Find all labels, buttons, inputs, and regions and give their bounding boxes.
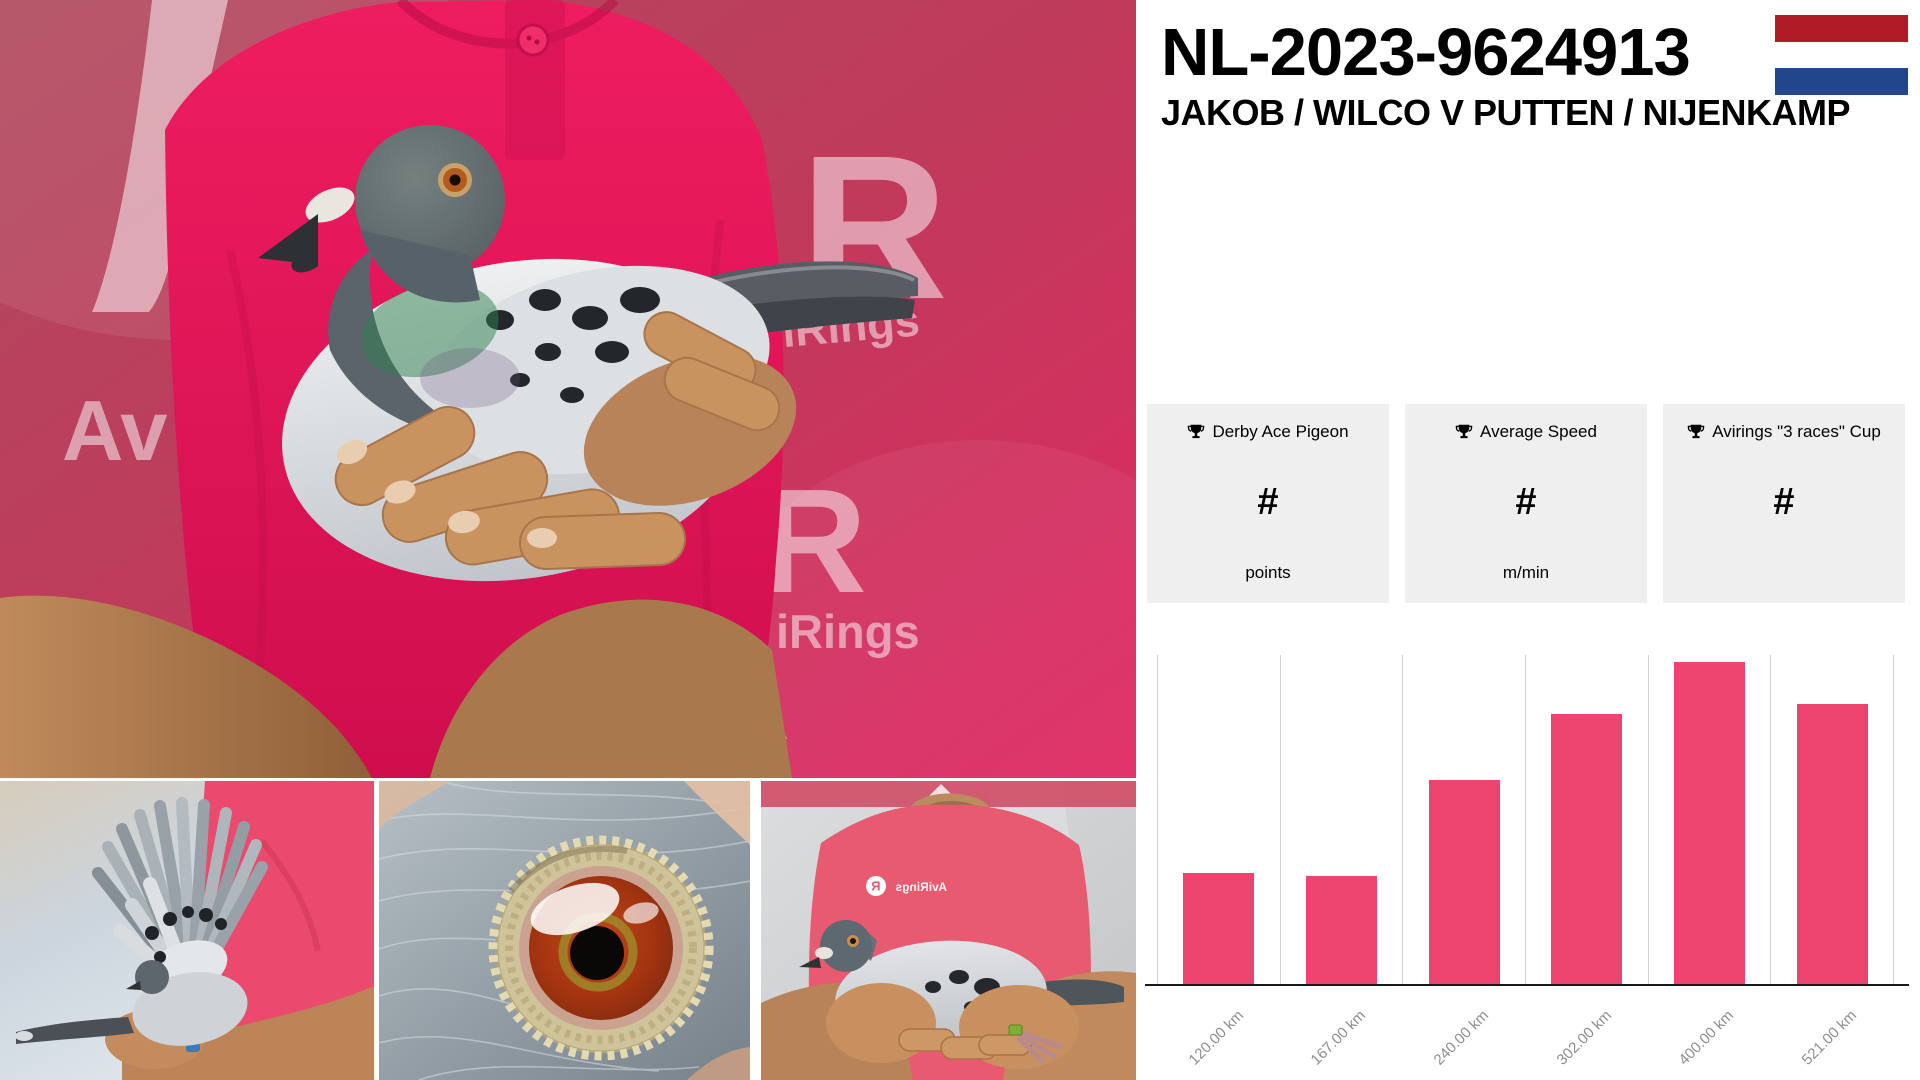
chart-column: 240.00 km bbox=[1402, 655, 1525, 1069]
hands-holding-pigeon bbox=[0, 311, 797, 778]
x-axis-label: 120.00 km bbox=[1185, 1007, 1247, 1069]
trophy-icon bbox=[1188, 424, 1205, 439]
x-axis-label: 302.00 km bbox=[1553, 1007, 1615, 1069]
eye-closeup-photo bbox=[379, 781, 750, 1080]
wing-spread-photo bbox=[0, 781, 374, 1080]
fingernails bbox=[336, 439, 557, 548]
main-photo-illustration: Av gs R AviRings R iRings AviRings bbox=[0, 0, 1136, 778]
stat-card-value: # bbox=[1515, 481, 1537, 523]
holding-pigeon-photo: R AviRings bbox=[761, 781, 1136, 1080]
trophy-icon bbox=[1687, 424, 1705, 439]
eye-photo-illustration bbox=[379, 781, 750, 1080]
x-axis-label: 167.00 km bbox=[1307, 1007, 1370, 1069]
flag-stripe-blue bbox=[1775, 68, 1908, 95]
pupil bbox=[570, 926, 624, 980]
flag-stripe-red bbox=[1775, 15, 1908, 42]
distance-bar-chart: 120.00 km 167.00 km 240.00 km 302.00 km 400.… bbox=[1157, 655, 1894, 1069]
backdrop-logo-slash bbox=[92, 0, 228, 312]
fancier-names: JAKOB / WILCO V PUTTEN / NIJENKAMP bbox=[1161, 92, 1851, 133]
pigeon-eye-closeup bbox=[488, 835, 714, 1061]
stat-card-unit: m/min bbox=[1502, 563, 1550, 582]
ring-number-title: NL-2023-9624913 bbox=[1161, 15, 1691, 90]
x-axis-label: 240.00 km bbox=[1430, 1007, 1493, 1069]
eye-highlight bbox=[530, 882, 620, 936]
sleeve-seam bbox=[259, 839, 321, 952]
trophy-icon bbox=[1455, 424, 1473, 439]
shirt-logo-mirrored: R AviRings bbox=[866, 876, 947, 896]
stat-card-3-races-cup: Avirings "3 races" Cup # bbox=[1663, 404, 1905, 603]
stat-card-value: # bbox=[1773, 481, 1795, 523]
wrist bbox=[430, 599, 792, 778]
bar-240.00-km bbox=[1428, 780, 1500, 985]
shirt-button bbox=[516, 23, 550, 57]
bar-302.00-km bbox=[1551, 714, 1623, 985]
stat-card-unit: points bbox=[1245, 563, 1291, 582]
bar-120.00-km bbox=[1183, 873, 1255, 985]
ring-band-green bbox=[1008, 1024, 1023, 1036]
stat-card-label: Average Speed bbox=[1480, 422, 1597, 441]
bar-521.00-km bbox=[1796, 704, 1868, 985]
chart-column: 521.00 km bbox=[1770, 655, 1893, 1069]
chart-column: 302.00 km bbox=[1525, 655, 1648, 1069]
flag-stripe-white bbox=[1775, 41, 1908, 69]
left-forearm bbox=[0, 595, 372, 778]
beak bbox=[258, 214, 318, 273]
chart-column: 120.00 km bbox=[1157, 655, 1280, 1069]
wing-photo-illustration bbox=[0, 781, 374, 1080]
backdrop-text-irings: iRings bbox=[776, 605, 920, 658]
main-pigeon-photo: Av gs R AviRings R iRings AviRings bbox=[0, 0, 1136, 778]
x-axis-label: 521.00 km bbox=[1798, 1007, 1861, 1069]
holding-photo-illustration: R AviRings bbox=[761, 781, 1136, 1080]
netherlands-flag bbox=[1775, 15, 1908, 95]
bar-167.00-km bbox=[1306, 876, 1377, 985]
shirt-logo-r: R bbox=[871, 879, 881, 894]
bar-400.00-km bbox=[1674, 662, 1746, 985]
pigeon-head-small bbox=[135, 960, 169, 994]
x-axis-label: 400.00 km bbox=[1676, 1007, 1738, 1069]
eye-cere-ring bbox=[488, 835, 714, 1061]
stat-card-label: Avirings "3 races" Cup bbox=[1712, 422, 1881, 441]
stat-card-derby-ace: Derby Ace Pigeon # points bbox=[1147, 404, 1389, 603]
chart-column: 400.00 km bbox=[1647, 655, 1771, 1069]
beak-cere bbox=[305, 187, 355, 223]
chart-x-axis-line bbox=[1145, 984, 1909, 986]
shirt-logo-text: AviRings bbox=[895, 880, 947, 894]
backdrop-text-av: Av bbox=[62, 384, 168, 479]
chart-column: 167.00 km bbox=[1279, 655, 1403, 1069]
pigeon-neck bbox=[328, 250, 470, 434]
stat-card-value: # bbox=[1257, 481, 1279, 523]
pigeon-head-side bbox=[820, 920, 872, 972]
wing-spots bbox=[145, 906, 227, 963]
tail bbox=[16, 1017, 134, 1044]
pigeon-feet bbox=[1016, 1030, 1064, 1064]
stat-card-average-speed: Average Speed # m/min bbox=[1405, 404, 1647, 603]
stat-card-label: Derby Ace Pigeon bbox=[1212, 422, 1349, 441]
